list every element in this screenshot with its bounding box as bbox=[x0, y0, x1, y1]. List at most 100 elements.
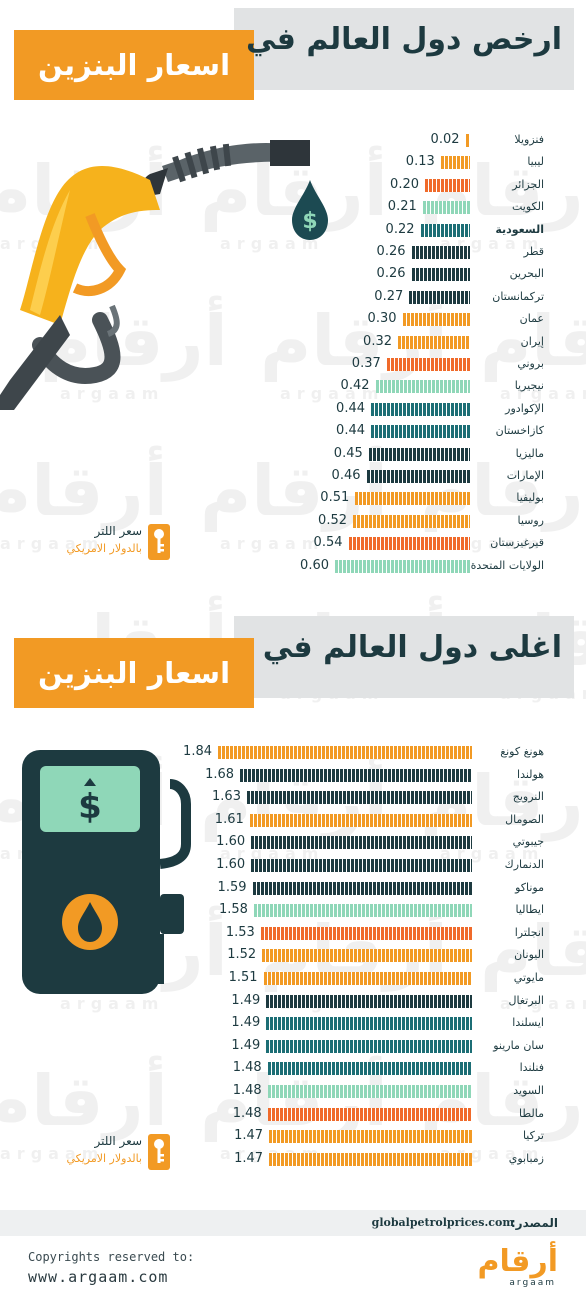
bar-value-label: 0.52 bbox=[318, 512, 347, 528]
category-label: تركمانستان bbox=[492, 289, 544, 303]
bar-value-label: 0.27 bbox=[374, 288, 404, 304]
website-link[interactable]: www.argaam.com bbox=[28, 1268, 169, 1286]
bar-value-label: 0.45 bbox=[333, 445, 363, 461]
category-label: إيران bbox=[520, 334, 544, 348]
source-bar: المصدر: globalpetrolprices.com bbox=[0, 1210, 586, 1236]
category-label: زمبابوي bbox=[508, 1151, 544, 1165]
category-label: بوليفيا bbox=[516, 491, 544, 505]
bar-18 bbox=[269, 1130, 472, 1144]
bar-19 bbox=[348, 537, 470, 551]
bar-9 bbox=[260, 926, 472, 940]
category-label: السعودية bbox=[495, 222, 544, 236]
bar-value-label: 0.51 bbox=[320, 490, 350, 506]
category-label: روسيا bbox=[517, 513, 544, 527]
source-value: globalpetrolprices.com bbox=[371, 1216, 514, 1229]
bar-value-label: 1.48 bbox=[232, 1060, 262, 1076]
category-label: هولندا bbox=[517, 767, 544, 781]
category-label: الصومال bbox=[505, 812, 544, 826]
bar-12 bbox=[375, 380, 470, 394]
bar-11 bbox=[263, 972, 472, 985]
bar-17 bbox=[267, 1107, 472, 1121]
category-label: فنزويلا bbox=[514, 133, 544, 146]
watermark-en: argaam bbox=[60, 994, 165, 1013]
bar-12 bbox=[266, 994, 472, 1008]
bar-17 bbox=[355, 492, 470, 506]
priciest-title-block: اغلى دول العالم في اسعار البنزين bbox=[14, 616, 574, 708]
bar-value-label: 1.48 bbox=[232, 1083, 262, 1098]
bar-16 bbox=[366, 470, 470, 483]
bar-value-label: 1.52 bbox=[227, 947, 257, 963]
bar-value-label: 1.60 bbox=[216, 834, 246, 850]
bar-value-label: 0.32 bbox=[363, 333, 392, 349]
bar-value-label: 1.49 bbox=[231, 992, 261, 1008]
bar-15 bbox=[267, 1062, 472, 1076]
legend-line2: بالدولار الامريكي bbox=[66, 542, 142, 555]
priciest-title-line1: اغلى دول العالم في bbox=[262, 630, 562, 665]
cheapest-legend: سعر اللتر بالدولار الامريكي bbox=[40, 518, 180, 568]
bar-value-label: 1.60 bbox=[216, 857, 246, 872]
category-label: السويد bbox=[513, 1084, 544, 1097]
bar-14 bbox=[266, 1039, 472, 1053]
key-icon bbox=[148, 524, 170, 560]
category-label: موناكو bbox=[515, 880, 544, 894]
bar-6 bbox=[251, 859, 472, 872]
category-label: سان مارينو bbox=[493, 1038, 544, 1052]
category-label: فنلندا bbox=[519, 1061, 544, 1075]
bar-10 bbox=[398, 335, 470, 349]
category-label: الإمارات bbox=[506, 469, 544, 482]
category-label: مايوتي bbox=[513, 971, 544, 984]
category-label: الإكوادور bbox=[505, 401, 544, 415]
fuel-pump-icon: $ bbox=[22, 750, 191, 994]
category-label: ايسلندا bbox=[512, 1016, 544, 1030]
bar-19 bbox=[269, 1152, 472, 1166]
bar-7 bbox=[411, 268, 470, 282]
bar-value-label: 0.20 bbox=[390, 176, 419, 192]
category-label: جيبوتي bbox=[512, 835, 544, 849]
bar-value-label: 1.47 bbox=[234, 1128, 264, 1144]
bar-2 bbox=[240, 768, 472, 782]
legend-line2: بالدولار الامريكي bbox=[66, 1152, 142, 1165]
bar-20 bbox=[335, 559, 470, 573]
bar-value-label: 0.60 bbox=[300, 557, 329, 573]
bar-value-label: 1.51 bbox=[228, 970, 258, 985]
bar-4 bbox=[422, 201, 470, 215]
source-label: المصدر: bbox=[510, 1216, 558, 1230]
bar-value-label: 0.26 bbox=[376, 266, 406, 282]
title-orange-band bbox=[14, 638, 254, 708]
priciest-title-line2: اسعار البنزين bbox=[37, 656, 231, 690]
category-label: نيجيريا bbox=[514, 379, 544, 393]
bar-7 bbox=[252, 881, 472, 895]
legend-line1: سعر اللتر bbox=[94, 1134, 142, 1148]
bar-6 bbox=[411, 246, 470, 259]
cheapest-title-line1: ارخص دول العالم في bbox=[245, 22, 562, 57]
bar-11 bbox=[386, 358, 470, 371]
category-label: قطر bbox=[523, 245, 544, 258]
bar-value-label: 1.84 bbox=[183, 744, 212, 759]
bar-value-label: 0.13 bbox=[405, 154, 435, 170]
category-label: كازاخستان bbox=[495, 424, 544, 438]
bar-14 bbox=[371, 425, 470, 439]
bar-value-label: 0.44 bbox=[336, 400, 365, 416]
category-label: النرويج bbox=[512, 790, 544, 804]
title-gray-band bbox=[234, 616, 574, 698]
category-label: الجزائر bbox=[512, 177, 544, 191]
category-label: قيرغيزستان bbox=[490, 536, 544, 550]
category-label: البرتغال bbox=[508, 993, 544, 1007]
svg-text:$: $ bbox=[302, 209, 317, 234]
legend-line1: سعر اللتر bbox=[94, 524, 142, 538]
bar-value-label: 1.53 bbox=[225, 924, 255, 940]
footer: Copyrights reserved to: www.argaam.com أ… bbox=[0, 1240, 586, 1292]
category-label: الكويت bbox=[511, 200, 544, 214]
bar-value-label: 0.22 bbox=[385, 221, 415, 237]
bar-value-label: 0.44 bbox=[336, 423, 365, 439]
category-label: البحرين bbox=[509, 267, 544, 281]
key-icon bbox=[148, 1134, 170, 1170]
category-label: هونغ كونغ bbox=[500, 745, 544, 758]
bar-value-label: 1.49 bbox=[231, 1037, 261, 1053]
category-label: اليونان bbox=[514, 948, 544, 962]
bar-value-label: 0.02 bbox=[430, 132, 460, 147]
bar-18 bbox=[353, 514, 470, 528]
bar-4 bbox=[249, 813, 472, 827]
bar-1 bbox=[465, 134, 470, 147]
category-label: الدنمارك bbox=[504, 858, 544, 871]
